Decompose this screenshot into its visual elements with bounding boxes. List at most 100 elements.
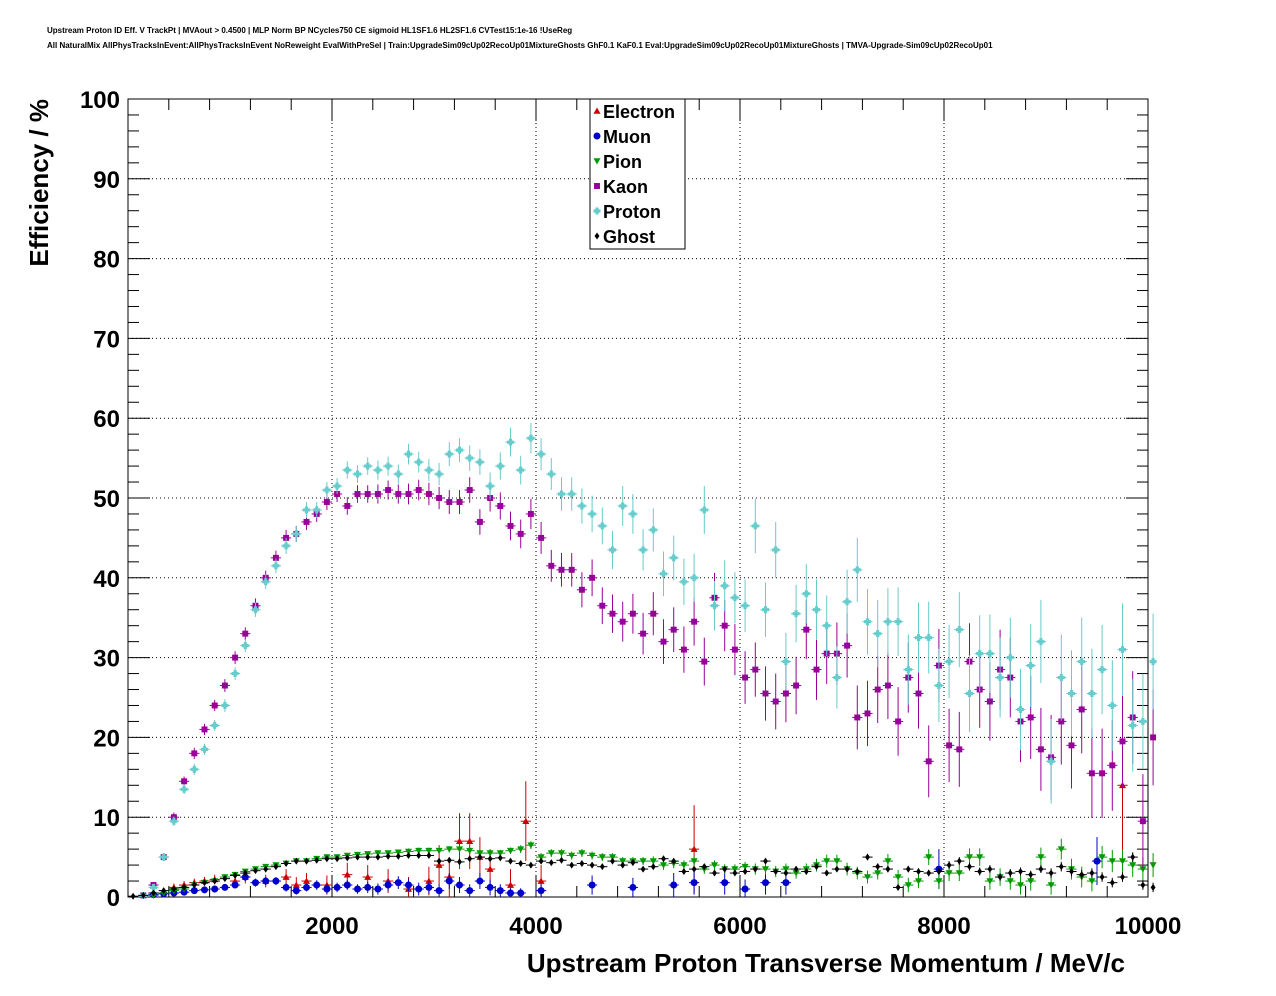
data-marker (1028, 871, 1034, 879)
legend-marker (593, 107, 601, 114)
data-marker (956, 857, 962, 865)
data-point-proton (974, 615, 985, 692)
data-marker (762, 606, 769, 614)
data-point-proton (474, 449, 485, 475)
data-marker (354, 491, 361, 497)
data-marker (925, 634, 933, 642)
data-marker (394, 470, 402, 478)
data-point-proton (862, 588, 873, 655)
data-point-ghost (1127, 852, 1138, 862)
data-point-kaon (230, 651, 241, 664)
data-marker (936, 867, 942, 875)
data-marker (457, 858, 462, 866)
data-marker (874, 870, 882, 877)
data-point-kaon (1117, 695, 1128, 788)
data-marker (568, 852, 576, 860)
data-point-proton (1149, 613, 1157, 710)
tick-labels: 0 10 20 30 40 50 60 70 80 90 100 2000 4000 6000 8000 10… (80, 87, 1181, 940)
data-marker (741, 885, 749, 893)
data-marker (955, 870, 963, 877)
data-marker (1088, 770, 1095, 777)
data-point-proton (719, 560, 730, 612)
data-marker (619, 858, 627, 865)
data-marker (956, 746, 963, 753)
data-marker (486, 865, 494, 872)
data-marker (916, 867, 921, 875)
data-marker (537, 854, 545, 861)
data-point-muon (209, 885, 220, 893)
data-marker (1119, 738, 1126, 745)
data-marker (425, 847, 433, 855)
data-marker (171, 885, 177, 893)
data-marker (955, 626, 963, 634)
data-marker (415, 847, 423, 855)
data-point-muon (668, 873, 679, 897)
y-tick-label: 50 (93, 486, 120, 513)
data-point-ghost (474, 853, 485, 861)
data-marker (864, 874, 871, 881)
data-point-kaon (791, 656, 802, 715)
data-marker (762, 879, 769, 887)
data-point-muon (270, 877, 281, 886)
data-point-ghost (352, 853, 363, 861)
data-marker (476, 518, 483, 525)
data-marker (364, 883, 372, 891)
data-marker (731, 646, 738, 653)
data-marker (578, 850, 586, 857)
data-marker (1139, 717, 1147, 725)
data-point-pion (638, 857, 649, 866)
data-marker (925, 854, 933, 861)
data-marker (314, 856, 320, 864)
data-point-muon (199, 886, 210, 894)
data-point-pion (505, 847, 516, 855)
data-marker (517, 889, 525, 897)
data-point-pion (587, 851, 598, 860)
data-point-ghost (209, 877, 220, 885)
data-point-ghost (1056, 861, 1067, 872)
data-marker (394, 849, 402, 856)
title-line-1: Upstream Proton ID Eff. V TrackPt | MVAo… (47, 26, 573, 35)
data-point-ghost (811, 863, 822, 871)
data-point-ghost (617, 861, 628, 869)
data-point-proton (617, 486, 628, 526)
data-marker (690, 879, 698, 887)
data-point-proton (770, 521, 781, 578)
data-marker (609, 854, 616, 861)
data-marker (680, 862, 688, 869)
data-point-pion (434, 847, 445, 855)
data-marker (343, 881, 351, 889)
data-marker (853, 566, 861, 574)
data-marker (915, 690, 922, 697)
data-marker (690, 845, 698, 852)
data-point-muon (362, 881, 373, 894)
data-marker (466, 487, 473, 493)
data-point-muon (627, 877, 638, 897)
data-point-ghost (893, 883, 904, 891)
data-marker (405, 848, 412, 856)
data-point-ghost (311, 856, 322, 864)
data-marker (865, 853, 870, 861)
x-tick-label: 6000 (713, 913, 766, 940)
data-point-ghost (954, 857, 965, 866)
data-point-pion (954, 865, 965, 882)
y-tick-label: 0 (107, 885, 120, 912)
data-marker (1068, 690, 1076, 698)
data-point-ghost (678, 867, 689, 875)
data-point-pion (1056, 838, 1067, 860)
data-marker (793, 682, 800, 689)
data-marker (782, 690, 789, 697)
data-marker (589, 574, 596, 581)
data-marker (415, 487, 422, 493)
data-marker (202, 879, 207, 887)
data-marker (629, 510, 637, 518)
data-marker (690, 858, 698, 865)
data-marker (252, 879, 259, 887)
data-point-proton (393, 464, 404, 484)
data-marker (231, 881, 239, 889)
data-point-proton (515, 455, 526, 485)
data-marker (211, 885, 219, 893)
data-point-proton (444, 442, 455, 467)
data-point-kaon (740, 651, 751, 704)
legend-label: Muon (603, 127, 651, 147)
